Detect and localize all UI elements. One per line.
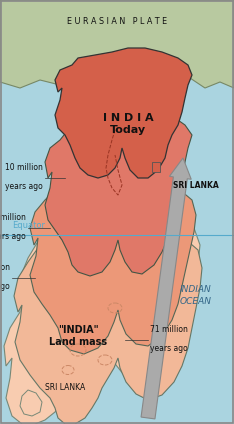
Text: "INDIA": "INDIA" [58, 325, 98, 335]
Polygon shape [45, 108, 192, 276]
Polygon shape [14, 226, 202, 424]
Text: years ago: years ago [150, 344, 188, 353]
Polygon shape [0, 0, 234, 88]
Text: INDIAN: INDIAN [180, 285, 212, 295]
Text: 38 million: 38 million [0, 213, 26, 222]
Text: Today: Today [110, 125, 146, 135]
Polygon shape [20, 390, 42, 416]
Text: SRI LANKA: SRI LANKA [173, 181, 219, 190]
Text: SRI LANKA: SRI LANKA [45, 383, 85, 393]
Text: years ago: years ago [0, 232, 26, 241]
Polygon shape [55, 48, 192, 178]
Text: years ago: years ago [5, 182, 43, 191]
Text: I N D I A: I N D I A [103, 113, 153, 123]
FancyArrow shape [141, 158, 191, 419]
Polygon shape [30, 178, 196, 354]
Text: 10 million: 10 million [5, 163, 43, 172]
Text: 55 million: 55 million [0, 263, 10, 272]
Text: Equator: Equator [12, 221, 45, 230]
Bar [152, 162, 160, 172]
Polygon shape [4, 206, 200, 424]
Text: 71 million: 71 million [150, 325, 188, 334]
Text: OCEAN: OCEAN [180, 298, 212, 307]
Text: Land mass: Land mass [49, 337, 107, 347]
Text: E U R A S I A N   P L A T E: E U R A S I A N P L A T E [67, 17, 167, 26]
Text: years ago: years ago [0, 282, 10, 291]
